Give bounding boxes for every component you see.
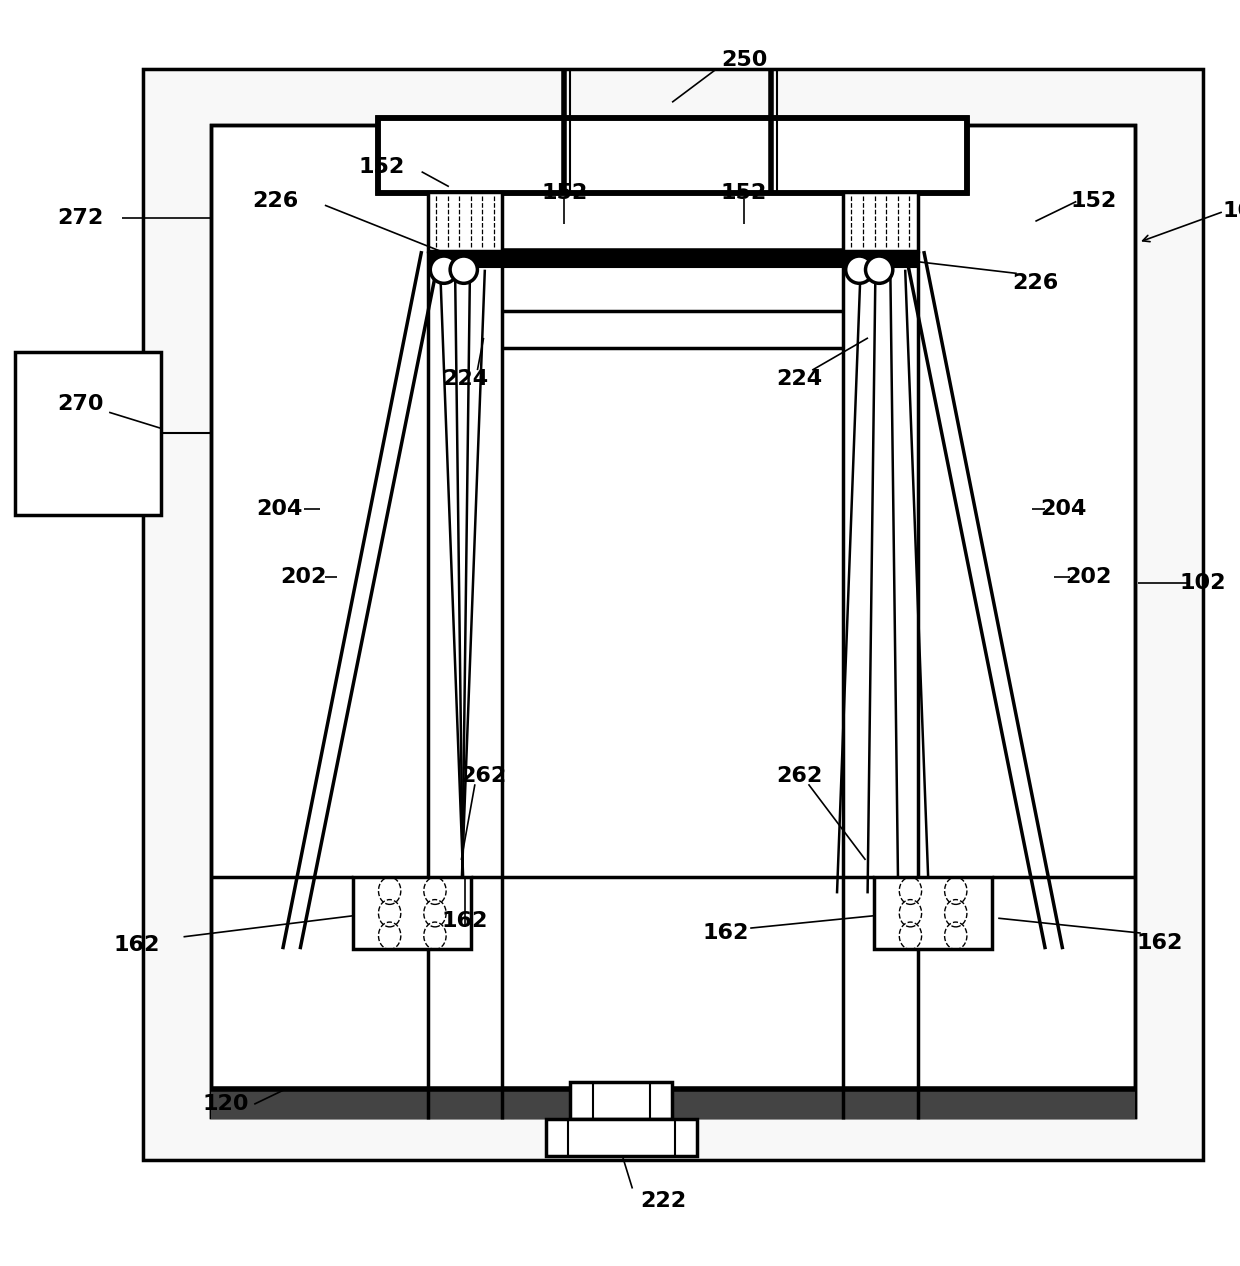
Text: 152: 152 (541, 182, 588, 203)
Text: 162: 162 (441, 910, 489, 931)
Text: 162: 162 (1136, 933, 1183, 953)
Circle shape (450, 256, 477, 284)
Circle shape (866, 256, 893, 284)
Text: 226: 226 (252, 191, 299, 211)
Text: 250: 250 (720, 51, 768, 70)
Bar (428, 191, 502, 251)
Text: 102: 102 (1179, 573, 1226, 594)
Text: 222: 222 (640, 1191, 687, 1210)
Bar (211, 1089, 1135, 1119)
Bar (874, 877, 992, 950)
Bar (570, 1082, 672, 1119)
Text: 120: 120 (202, 1094, 249, 1114)
Text: 152: 152 (1070, 191, 1117, 211)
Bar (211, 124, 1135, 1117)
Bar (143, 68, 1203, 1160)
Circle shape (430, 256, 458, 284)
Text: 272: 272 (57, 208, 104, 228)
Bar (546, 1119, 697, 1156)
Bar (353, 877, 471, 950)
Text: 224: 224 (441, 368, 489, 389)
Text: 152: 152 (720, 182, 768, 203)
Text: 152: 152 (358, 157, 405, 177)
Text: 162: 162 (113, 936, 160, 956)
Text: 204: 204 (1040, 499, 1087, 519)
Text: 270: 270 (57, 394, 104, 414)
Text: 162: 162 (702, 923, 749, 943)
Text: 202: 202 (1065, 567, 1112, 587)
Bar (15, 352, 161, 515)
Text: 100: 100 (1223, 201, 1240, 222)
Bar (843, 191, 918, 251)
Bar (378, 119, 967, 192)
Bar (143, 68, 1203, 1160)
Text: 226: 226 (1012, 273, 1059, 294)
Bar (378, 119, 967, 192)
Bar (211, 124, 1135, 1117)
Text: 262: 262 (776, 766, 823, 786)
Text: 202: 202 (280, 567, 327, 587)
Text: 224: 224 (776, 368, 823, 389)
Bar (428, 251, 918, 267)
Text: 262: 262 (460, 766, 507, 786)
Text: 204: 204 (255, 499, 303, 519)
Circle shape (846, 256, 873, 284)
